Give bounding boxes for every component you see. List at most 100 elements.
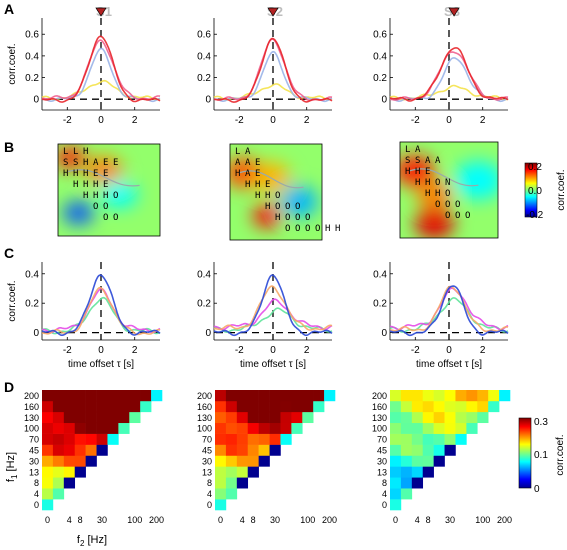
x-tick-label: 2 (480, 115, 486, 126)
matrix-cell (390, 400, 402, 413)
state-letter: E (265, 180, 270, 190)
matrix-cell (63, 477, 76, 489)
matrix-cell (433, 400, 445, 413)
matrix-cell (215, 477, 227, 489)
matrix-cell (258, 444, 270, 456)
x-tick-label: 2 (480, 345, 486, 356)
x-tick-label: 0 (270, 345, 276, 356)
matrix-cell (52, 422, 65, 434)
matrix-cell (269, 422, 281, 434)
y-tick-label: 70 (29, 435, 39, 445)
matrix-cell (444, 422, 456, 434)
x-tick-label: 30 (270, 515, 280, 525)
heatmap-blob (414, 208, 454, 238)
matrix-cell (280, 411, 292, 424)
subplot-b-2: L AA A EH A EH H EH H OH O O OH O O OO O O O H H (229, 143, 340, 241)
matrix-cell (129, 411, 141, 424)
colorbar-d-label: corr.coef. (555, 434, 566, 475)
heatmap-blob (252, 204, 281, 228)
matrix-cell (107, 422, 119, 434)
matrix-cell (52, 444, 65, 456)
matrix-cell (422, 400, 434, 413)
x-tick-label: 4 (67, 515, 72, 525)
x-tick-label: 4 (415, 515, 420, 525)
x-tick-label: 100 (475, 515, 490, 525)
matrix-cell (400, 444, 413, 456)
matrix-cell (225, 488, 238, 500)
matrix-cell (455, 422, 467, 434)
matrix-cell (63, 433, 76, 445)
colorbar-b (524, 162, 538, 218)
state-letter: H (265, 202, 270, 212)
state-letter: O (435, 200, 440, 210)
state-letter: A (435, 156, 441, 166)
matrix-cell (85, 400, 97, 413)
matrix-cell (42, 455, 54, 467)
state-letter: L (405, 145, 410, 155)
matrix-cell (236, 455, 249, 467)
matrix-cell (400, 400, 413, 413)
matrix-cell (96, 444, 108, 456)
matrix-cell (225, 455, 238, 467)
state-letter: O (465, 211, 470, 221)
state-letter: H (83, 180, 88, 190)
heatmap-blobs (58, 146, 138, 225)
state-letter: A (245, 169, 251, 179)
matrix-cell (390, 488, 402, 500)
state-letter: H (255, 180, 260, 190)
x-tick-label: 200 (322, 515, 337, 525)
matrix-cell (215, 444, 227, 456)
state-letter: O (275, 202, 280, 212)
x-tick-label: 0 (393, 515, 398, 525)
x-tick-label: -2 (235, 345, 244, 356)
y-tick-label: 45 (202, 446, 212, 456)
y-tick-label: 0.6 (373, 30, 387, 41)
matrix-cell (236, 466, 249, 478)
matrix-cell (63, 444, 76, 456)
matrix-cell (96, 390, 108, 402)
state-letter: O (295, 202, 300, 212)
colorbar-d-tick-top: 0.3 (534, 417, 548, 428)
y-tick-label: 0 (33, 95, 39, 106)
matrix-cell (74, 390, 86, 402)
matrix-cell (258, 400, 270, 413)
matrix-cell (280, 390, 292, 402)
series-blue (213, 274, 333, 337)
matrix-cell (455, 390, 467, 402)
matrix-cell (455, 400, 467, 413)
matrix-cell (477, 390, 489, 402)
matrix-cell (215, 433, 227, 445)
subplot-a-2: 0.6 0.4 0.2 0 -2 0 2 (197, 7, 333, 126)
matrix-cell (52, 477, 65, 489)
matrix-cell (52, 400, 65, 413)
matrix-cell (247, 400, 259, 413)
matrix-cell (313, 390, 325, 402)
matrix-cell (433, 444, 445, 456)
matrix-cell (411, 400, 424, 413)
contour-line (68, 169, 140, 187)
y-tick-label: 8 (382, 478, 387, 488)
state-letter: E (255, 169, 260, 179)
subplot-a-1: 0.6 0.4 0.2 0 -2 0 2 corr.coef. (7, 7, 161, 126)
panel-letter-d: D (4, 379, 14, 395)
matrix-cell (302, 390, 314, 402)
matrix-cell (466, 411, 478, 424)
matrix-cell (247, 411, 259, 424)
y-axis-label: corr.coef. (7, 280, 18, 321)
matrix-cell (74, 411, 86, 424)
matrix-cell (42, 488, 54, 500)
matrix-cell (269, 400, 281, 413)
y-tick-label: 0 (382, 500, 387, 510)
heatmap-blob (85, 156, 123, 184)
matrix-cell (140, 400, 152, 413)
y-tick-label: 0.4 (373, 269, 387, 280)
matrix-cell (236, 433, 249, 445)
matrix-cell (411, 477, 424, 489)
x-tick-label: 8 (251, 515, 256, 525)
heatmap-blob (400, 155, 435, 187)
matrix-cell (118, 411, 130, 424)
state-letter: S (73, 158, 78, 168)
matrix-cell (247, 444, 259, 456)
y-tick-label: 4 (382, 489, 387, 499)
